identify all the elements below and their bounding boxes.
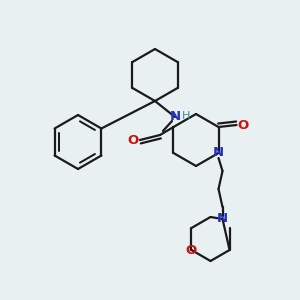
Text: O: O xyxy=(128,134,139,146)
Text: N: N xyxy=(213,146,224,160)
Text: N: N xyxy=(217,212,228,226)
Text: O: O xyxy=(237,118,248,131)
Text: O: O xyxy=(186,244,197,256)
Text: H: H xyxy=(182,111,190,121)
Text: N: N xyxy=(169,110,181,124)
